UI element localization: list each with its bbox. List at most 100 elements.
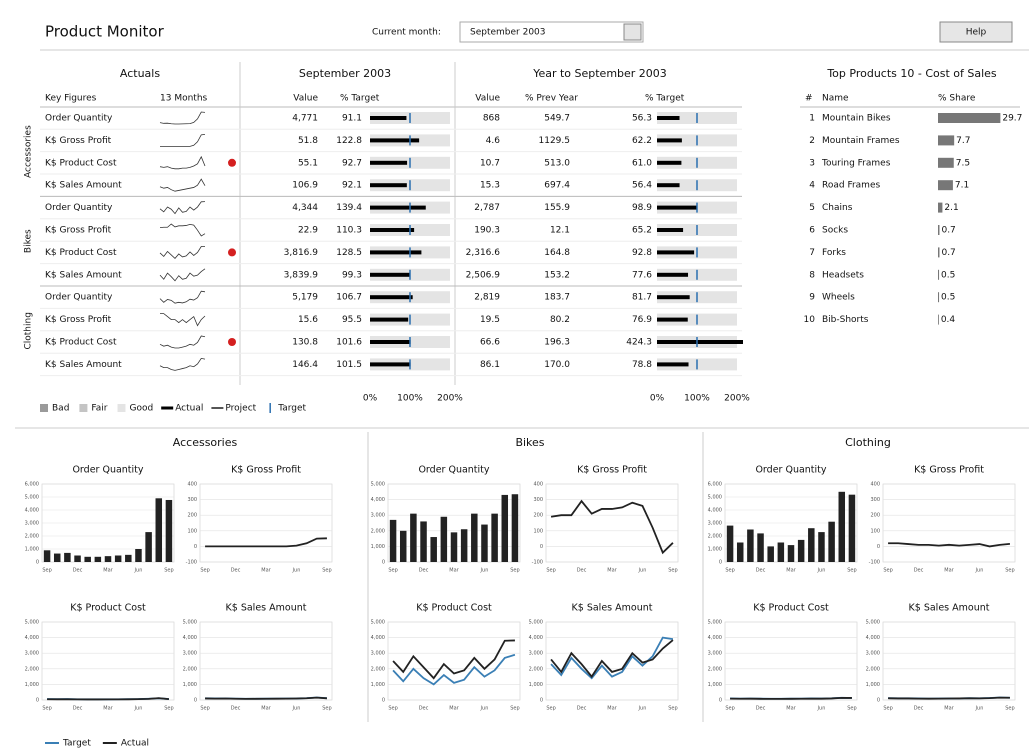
x-tick-label: Jun bbox=[480, 568, 489, 574]
x-tick-label: Dec bbox=[419, 706, 429, 712]
bar bbox=[726, 525, 734, 562]
x-tick-label: Sep bbox=[546, 706, 555, 712]
x-tick-label: Sep bbox=[883, 706, 892, 712]
bar bbox=[818, 532, 825, 562]
share-bar bbox=[938, 292, 940, 303]
bullet-actual bbox=[370, 295, 413, 300]
column-header: % Share bbox=[938, 94, 976, 104]
y-tick-label: 2,000 bbox=[183, 666, 197, 672]
y-tick-label: 3,000 bbox=[25, 521, 39, 527]
y-tick-label: 5,000 bbox=[371, 482, 385, 488]
row-name: K$ Sales Amount bbox=[45, 270, 122, 280]
product-name: Forks bbox=[822, 248, 846, 258]
y-tick-label: 5,000 bbox=[708, 620, 722, 626]
bar bbox=[125, 554, 132, 562]
value: 4,771 bbox=[292, 114, 318, 124]
column-header: # bbox=[805, 94, 813, 104]
share-bar bbox=[938, 269, 940, 280]
help-button[interactable] bbox=[939, 21, 1013, 43]
line-series bbox=[888, 696, 1010, 700]
product-name: Mountain Frames bbox=[822, 136, 900, 146]
x-tick-label: Sep bbox=[388, 706, 397, 712]
legend-label: Project bbox=[225, 404, 256, 414]
y-tick-label: 6,000 bbox=[25, 482, 39, 488]
legend-label: Target bbox=[277, 404, 306, 414]
bar bbox=[399, 530, 407, 562]
bullet-actual bbox=[657, 272, 689, 277]
section-label: Clothing bbox=[24, 312, 34, 349]
x-tick-label: Dec bbox=[914, 706, 924, 712]
bullet-actual bbox=[370, 205, 426, 210]
row-name: K$ Product Cost bbox=[45, 248, 117, 258]
y-tick-label: 2,000 bbox=[529, 666, 543, 672]
bullet-actual bbox=[370, 272, 410, 277]
x-tick-label: Sep bbox=[164, 568, 173, 574]
share-label: 2.1 bbox=[944, 203, 958, 213]
row-name: K$ Gross Profit bbox=[45, 315, 112, 325]
y-tick-label: 5,000 bbox=[25, 495, 39, 501]
heading: Year to September 2003 bbox=[532, 67, 667, 80]
y-tick-label: 0 bbox=[382, 560, 385, 566]
legend-swatch bbox=[117, 404, 126, 412]
y-tick-label: 0 bbox=[877, 544, 880, 550]
rank: 7 bbox=[809, 248, 815, 258]
alert-dot bbox=[228, 338, 236, 346]
x-tick-label: Dec bbox=[73, 706, 83, 712]
x-tick-label: Mar bbox=[261, 706, 271, 712]
bullet-actual bbox=[657, 362, 689, 367]
x-tick-label: Jun bbox=[638, 568, 647, 574]
pct-target: 101.6 bbox=[336, 338, 362, 348]
bar bbox=[471, 513, 478, 562]
value: 4,344 bbox=[292, 203, 318, 213]
y-tick-label: 0 bbox=[194, 544, 197, 550]
row-name: K$ Product Cost bbox=[45, 158, 117, 168]
x-tick-label: Mar bbox=[449, 706, 459, 712]
prev-year: 1129.5 bbox=[539, 136, 571, 146]
y-tick-label: 0 bbox=[382, 698, 385, 704]
bar bbox=[787, 545, 795, 562]
y-tick-label: 1,000 bbox=[371, 544, 385, 550]
bullet-actual bbox=[657, 228, 684, 232]
bar bbox=[74, 555, 81, 562]
bullet-actual bbox=[370, 362, 411, 367]
bullet-actual bbox=[370, 228, 415, 232]
bullet-actual bbox=[370, 116, 407, 120]
bullet-tick-label: 100% bbox=[397, 394, 423, 404]
ytd-target: 92.8 bbox=[632, 248, 652, 258]
y-tick-label: 2,000 bbox=[371, 666, 385, 672]
rank: 6 bbox=[809, 226, 815, 236]
month-select[interactable] bbox=[459, 21, 644, 43]
line-series bbox=[47, 697, 170, 701]
product-name: Chains bbox=[822, 203, 853, 213]
x-tick-label: Sep bbox=[668, 706, 677, 712]
x-tick-label: Dec bbox=[73, 568, 83, 574]
bullet-actual bbox=[370, 138, 420, 143]
share-bar bbox=[938, 113, 1001, 123]
row-name: Order Quantity bbox=[45, 203, 113, 213]
prev-year: 196.3 bbox=[544, 338, 570, 348]
legend-swatch bbox=[40, 404, 48, 412]
bullet-actual bbox=[370, 183, 407, 188]
chart-title: K$ Product Cost bbox=[416, 603, 492, 614]
line-series bbox=[550, 499, 674, 555]
bar bbox=[155, 498, 163, 562]
product-name: Bib-Shorts bbox=[822, 315, 869, 325]
x-tick-label: Sep bbox=[322, 568, 331, 574]
bullet-tick-label: 200% bbox=[437, 394, 463, 404]
y-tick-label: 1,000 bbox=[371, 682, 385, 688]
pct-target: 101.5 bbox=[336, 360, 362, 370]
y-tick-label: 4,000 bbox=[371, 635, 385, 641]
x-tick-label: Sep bbox=[668, 568, 677, 574]
column-header: Name bbox=[822, 94, 849, 104]
bullet-tick-label: 0% bbox=[363, 394, 378, 404]
legend-label: Actual bbox=[175, 404, 203, 414]
prev-year: 513.0 bbox=[544, 158, 570, 168]
sparkline bbox=[159, 357, 206, 371]
pct-target: 92.7 bbox=[342, 158, 362, 168]
ytd-value: 2,316.6 bbox=[466, 248, 501, 258]
x-tick-label: Sep bbox=[42, 706, 51, 712]
select-button[interactable] bbox=[623, 23, 642, 41]
bar bbox=[767, 546, 774, 562]
y-tick-label: 3,000 bbox=[866, 651, 880, 657]
